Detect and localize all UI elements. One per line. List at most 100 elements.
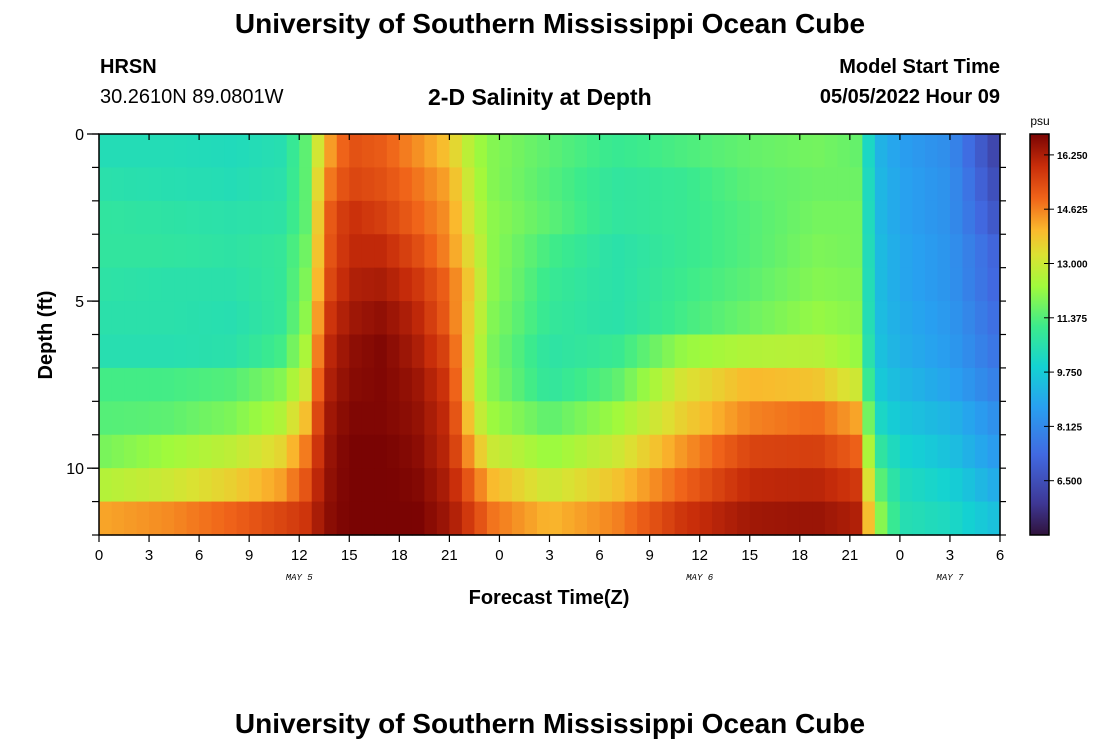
heatmap-cell bbox=[511, 367, 526, 402]
heatmap-cell bbox=[862, 367, 876, 402]
heatmap-cell bbox=[837, 501, 851, 536]
heatmap-cell bbox=[99, 234, 113, 269]
heatmap-cell bbox=[762, 167, 776, 202]
heatmap-cell bbox=[849, 134, 863, 169]
heatmap-cell bbox=[937, 468, 951, 503]
heatmap-cell bbox=[962, 501, 976, 536]
heatmap-cell bbox=[511, 167, 526, 202]
heatmap-cell bbox=[887, 501, 901, 536]
heatmap-cell bbox=[474, 167, 488, 202]
heatmap-cell bbox=[536, 367, 551, 402]
heatmap-cell bbox=[574, 134, 588, 169]
heatmap-cell bbox=[712, 267, 726, 302]
heatmap-cell bbox=[687, 434, 701, 469]
heatmap-cell bbox=[549, 434, 563, 469]
heatmap-cell bbox=[149, 434, 163, 469]
heatmap-cell bbox=[737, 434, 751, 469]
heatmap-cell bbox=[249, 501, 263, 536]
x-tick-label: 6 bbox=[595, 547, 603, 564]
heatmap-cell bbox=[199, 234, 213, 269]
x-tick-label: 15 bbox=[741, 547, 758, 564]
heatmap-cell bbox=[837, 468, 851, 503]
heatmap-cell bbox=[974, 234, 989, 269]
heatmap-cell bbox=[274, 468, 288, 503]
heatmap-cell bbox=[499, 134, 513, 169]
heatmap-cell bbox=[724, 468, 738, 503]
heatmap-cell bbox=[837, 134, 851, 169]
heatmap-cell bbox=[111, 367, 125, 402]
heatmap-cell bbox=[649, 468, 663, 503]
heatmap-cell bbox=[211, 301, 225, 336]
heatmap-cell bbox=[224, 167, 238, 202]
heatmap-cell bbox=[974, 334, 989, 369]
heatmap-cell bbox=[499, 367, 513, 402]
heatmap-cell bbox=[99, 167, 113, 202]
heatmap-cell bbox=[699, 301, 713, 336]
heatmap-cell bbox=[774, 401, 788, 436]
heatmap-cell bbox=[849, 301, 863, 336]
heatmap-cell bbox=[812, 234, 826, 269]
heatmap-cell bbox=[624, 401, 638, 436]
heatmap-cell bbox=[962, 267, 976, 302]
heatmap-cell bbox=[361, 267, 375, 302]
heatmap-cell bbox=[311, 334, 325, 369]
heatmap-cell bbox=[336, 134, 350, 169]
heatmap-cell bbox=[949, 234, 964, 269]
heatmap-cell bbox=[174, 134, 188, 169]
heatmap-cell bbox=[824, 434, 838, 469]
heatmap-cell bbox=[486, 367, 501, 402]
heatmap-cell bbox=[649, 200, 663, 235]
heatmap-cell bbox=[149, 167, 163, 202]
heatmap-cell bbox=[749, 334, 763, 369]
heatmap-cell bbox=[599, 468, 613, 503]
heatmap-cell bbox=[799, 200, 813, 235]
heatmap-cell bbox=[624, 200, 638, 235]
heatmap-cell bbox=[524, 134, 538, 169]
heatmap-cell bbox=[762, 200, 776, 235]
date-label: MAY 7 bbox=[936, 573, 964, 583]
heatmap-cell bbox=[186, 234, 200, 269]
heatmap-cell bbox=[862, 334, 876, 369]
heatmap-cell bbox=[174, 401, 188, 436]
heatmap-cell bbox=[837, 267, 851, 302]
heatmap-cell bbox=[837, 401, 851, 436]
heatmap-cell bbox=[349, 434, 363, 469]
heatmap-cell bbox=[712, 301, 726, 336]
heatmap-cell bbox=[461, 468, 476, 503]
heatmap-cell bbox=[812, 367, 826, 402]
heatmap-cell bbox=[674, 301, 688, 336]
heatmap-cell bbox=[599, 167, 613, 202]
heatmap-cell bbox=[249, 301, 263, 336]
heatmap-cell bbox=[612, 301, 626, 336]
heatmap-cell bbox=[624, 501, 638, 536]
heatmap-cell bbox=[612, 434, 626, 469]
heatmap-cell bbox=[299, 267, 313, 302]
x-axis-label: Forecast Time(Z) bbox=[469, 587, 630, 609]
heatmap-cell bbox=[449, 401, 463, 436]
heatmap-cell bbox=[949, 401, 964, 436]
heatmap-cell bbox=[674, 134, 688, 169]
heatmap-cell bbox=[474, 267, 488, 302]
heatmap-cell bbox=[536, 468, 551, 503]
heatmap-cell bbox=[699, 167, 713, 202]
heatmap-cell bbox=[924, 267, 939, 302]
heatmap-cell bbox=[449, 468, 463, 503]
heatmap-cell bbox=[161, 367, 175, 402]
heatmap-cell bbox=[136, 434, 150, 469]
heatmap-cell bbox=[474, 434, 488, 469]
heatmap-cell bbox=[486, 134, 501, 169]
heatmap-cell bbox=[799, 134, 813, 169]
heatmap-cell bbox=[224, 468, 238, 503]
heatmap-cell bbox=[549, 334, 563, 369]
heatmap-cell bbox=[361, 167, 375, 202]
heatmap-cell bbox=[987, 334, 1001, 369]
heatmap-cell bbox=[762, 401, 776, 436]
heatmap-cell bbox=[899, 200, 914, 235]
heatmap-cell bbox=[749, 501, 763, 536]
heatmap-cell bbox=[486, 501, 501, 536]
x-tick-label: 3 bbox=[145, 547, 153, 564]
heatmap-cell bbox=[449, 200, 463, 235]
heatmap-cell bbox=[937, 167, 951, 202]
heatmap-cell bbox=[199, 468, 213, 503]
heatmap-cell bbox=[762, 301, 776, 336]
